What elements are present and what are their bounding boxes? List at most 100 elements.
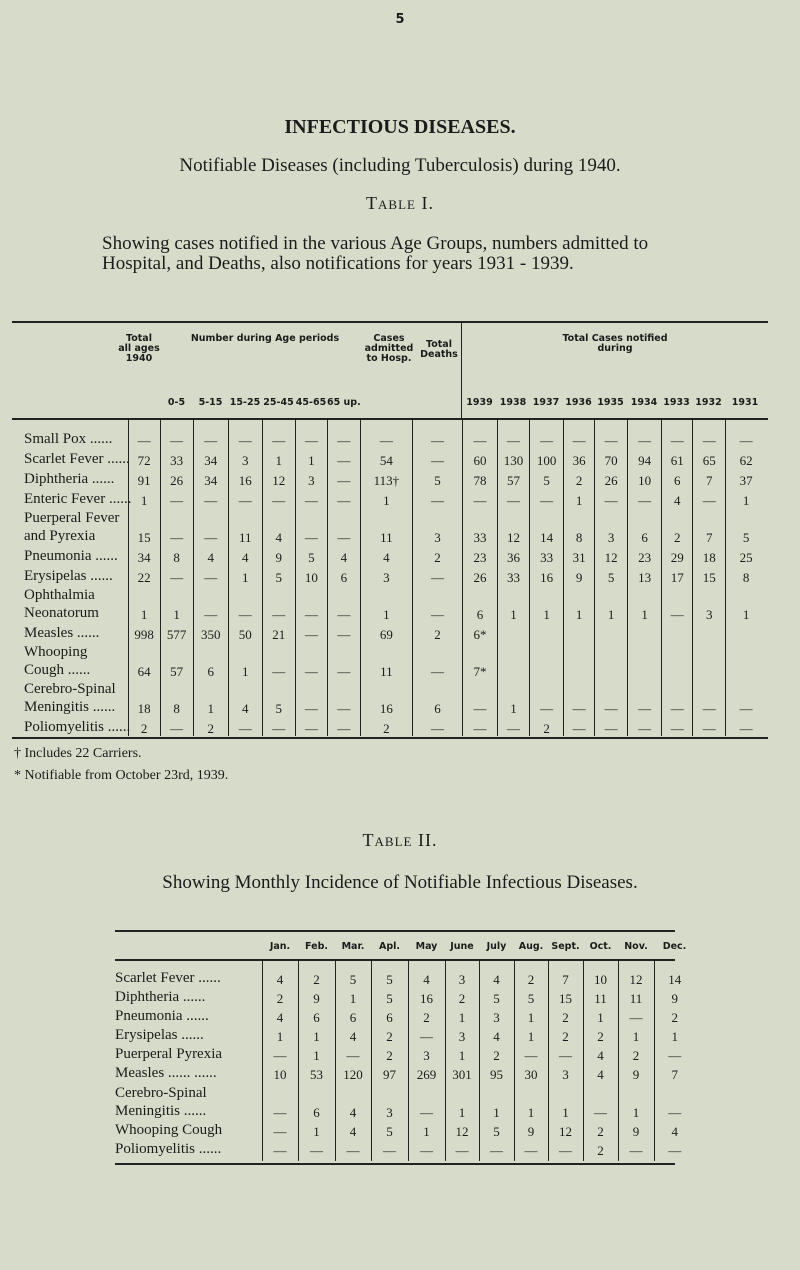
table-cell: 7 <box>692 508 726 545</box>
table-cell: 9 <box>617 1120 654 1139</box>
table-cell: 1 <box>359 488 413 508</box>
table-cell: — <box>326 508 361 545</box>
table-cell: 18 <box>692 545 726 565</box>
table-cell: — <box>725 679 766 716</box>
row-label: Puerperal Fever and Pyrexia <box>24 510 120 544</box>
table-cell <box>594 642 628 679</box>
table-cell: 15 <box>547 987 583 1006</box>
table-cell: 12 <box>261 468 296 488</box>
table-cell: 1 <box>407 1120 445 1139</box>
header-month-2: Mar. <box>341 941 365 952</box>
table-cell: 1 <box>627 585 662 622</box>
table-cell: 1 <box>653 1025 695 1044</box>
table-row: Scarlet Fever ...... 72 33 34 3 1 1—54—60 130 10… <box>24 448 766 468</box>
table-cell: 6* <box>461 622 498 642</box>
table-cell: 2 <box>582 1139 618 1158</box>
table-cell: 10 <box>627 468 662 488</box>
table-cell: 97 <box>370 1063 408 1082</box>
table-cell: 3 <box>594 508 628 545</box>
table-cell: — <box>594 716 628 736</box>
table-cell: — <box>192 420 229 448</box>
table-row: Pneumonia ...... 4 6 6 6 2 1 3 1 2 1—2 <box>115 1006 695 1025</box>
table-cell: 37 <box>725 468 766 488</box>
table-cell-empty <box>370 1158 408 1161</box>
table-cell: — <box>159 716 194 736</box>
table-cell: — <box>627 679 662 716</box>
table-cell <box>497 622 530 642</box>
table2-description: Showing Monthly Incidence of Notifiable … <box>162 872 638 893</box>
table-cell: — <box>127 420 161 448</box>
table-cell: — <box>411 448 463 468</box>
table2-title: Table II. <box>362 830 438 850</box>
table-row: Whooping Cough ...... 64 57 6 1— — —11—7* <box>24 642 766 679</box>
table-cell: — <box>411 488 463 508</box>
page-number: 5 <box>395 12 405 27</box>
table-cell: 3 <box>227 448 263 468</box>
table-cell: — <box>563 679 595 716</box>
table-cell: 269 <box>407 1063 445 1082</box>
header-total-deaths: Total Deaths <box>420 339 458 360</box>
table-cell: 16 <box>227 468 263 488</box>
table-cell: 2 <box>653 1006 695 1025</box>
table-cell: — <box>159 508 194 545</box>
table-cell: 3 <box>444 1025 479 1044</box>
table-cell: — <box>261 488 296 508</box>
table-cell: — <box>411 420 463 448</box>
table-cell: 4 <box>227 545 263 565</box>
row-label: Cerebro-Spinal Meningitis ...... <box>24 681 116 715</box>
table-cell: 2 <box>513 961 548 987</box>
table-cell <box>563 642 595 679</box>
row-label: Poliomyelitis ...... <box>115 1141 222 1157</box>
table-cell: 1 <box>261 448 296 468</box>
table-cell: 34 <box>127 545 161 565</box>
table1-header-divider <box>461 323 462 418</box>
table-row-spacer <box>115 1158 695 1161</box>
table-cell: 7 <box>692 468 726 488</box>
table-cell: — <box>326 716 361 736</box>
table-cell-empty <box>478 1158 514 1161</box>
row-label: Erysipelas ...... <box>24 568 113 584</box>
table1-top-rule <box>12 321 768 323</box>
table-cell: 29 <box>661 545 693 565</box>
table-cell: — <box>547 1044 583 1063</box>
table-cell: — <box>370 1139 408 1158</box>
table-cell: — <box>294 679 328 716</box>
row-label-empty <box>115 1158 262 1161</box>
row-label: Pneumonia ...... <box>24 548 118 564</box>
table-cell: 10 <box>261 1063 298 1082</box>
table-cell: 1 <box>359 585 413 622</box>
table-row: Diphtheria ...... 91 26 34 16 12 3—113† 5 78 57 5 2… <box>24 468 766 488</box>
table-cell: 54 <box>359 448 413 468</box>
table-row: Erysipelas ...... 1 1 4 2—3 4 1 2 2 1 1 <box>115 1025 695 1044</box>
table-row: Enteric Fever ...... 1— — — — — —1— — — —1— —4—1 <box>24 488 766 508</box>
table-cell <box>497 642 530 679</box>
table-cell: — <box>529 488 564 508</box>
table-cell: — <box>627 716 662 736</box>
table-cell: — <box>326 622 361 642</box>
header-age-3: 25-45 <box>263 397 294 408</box>
table-cell: — <box>563 420 595 448</box>
row-label: Small Pox ...... <box>24 431 113 447</box>
table-cell: — <box>461 716 498 736</box>
table-cell: — <box>261 585 296 622</box>
table-cell: 16 <box>359 679 413 716</box>
table1-bottom-rule <box>12 737 768 739</box>
row-label: Puerperal Pyrexia <box>115 1046 223 1062</box>
table-cell: 3 <box>692 585 726 622</box>
table-cell: 2 <box>582 1025 618 1044</box>
table-cell: 57 <box>497 468 530 488</box>
table-cell: 4 <box>661 488 693 508</box>
table-cell: — <box>725 420 766 448</box>
table-cell: 2 <box>192 716 229 736</box>
table-cell: 69 <box>359 622 413 642</box>
table-cell: — <box>159 565 194 585</box>
table-cell: — <box>617 1139 654 1158</box>
table-cell: — <box>326 642 361 679</box>
table-cell: 7 <box>653 1063 695 1082</box>
table-cell: 33 <box>529 545 564 565</box>
table-cell: 2 <box>411 622 463 642</box>
table1: Small Pox ...... — — — — — — — — — — — — — — — — — — Scarle… <box>24 420 766 736</box>
table-cell: 13 <box>627 565 662 585</box>
table-cell: 1 <box>513 1006 548 1025</box>
table-cell: 1 <box>127 488 161 508</box>
